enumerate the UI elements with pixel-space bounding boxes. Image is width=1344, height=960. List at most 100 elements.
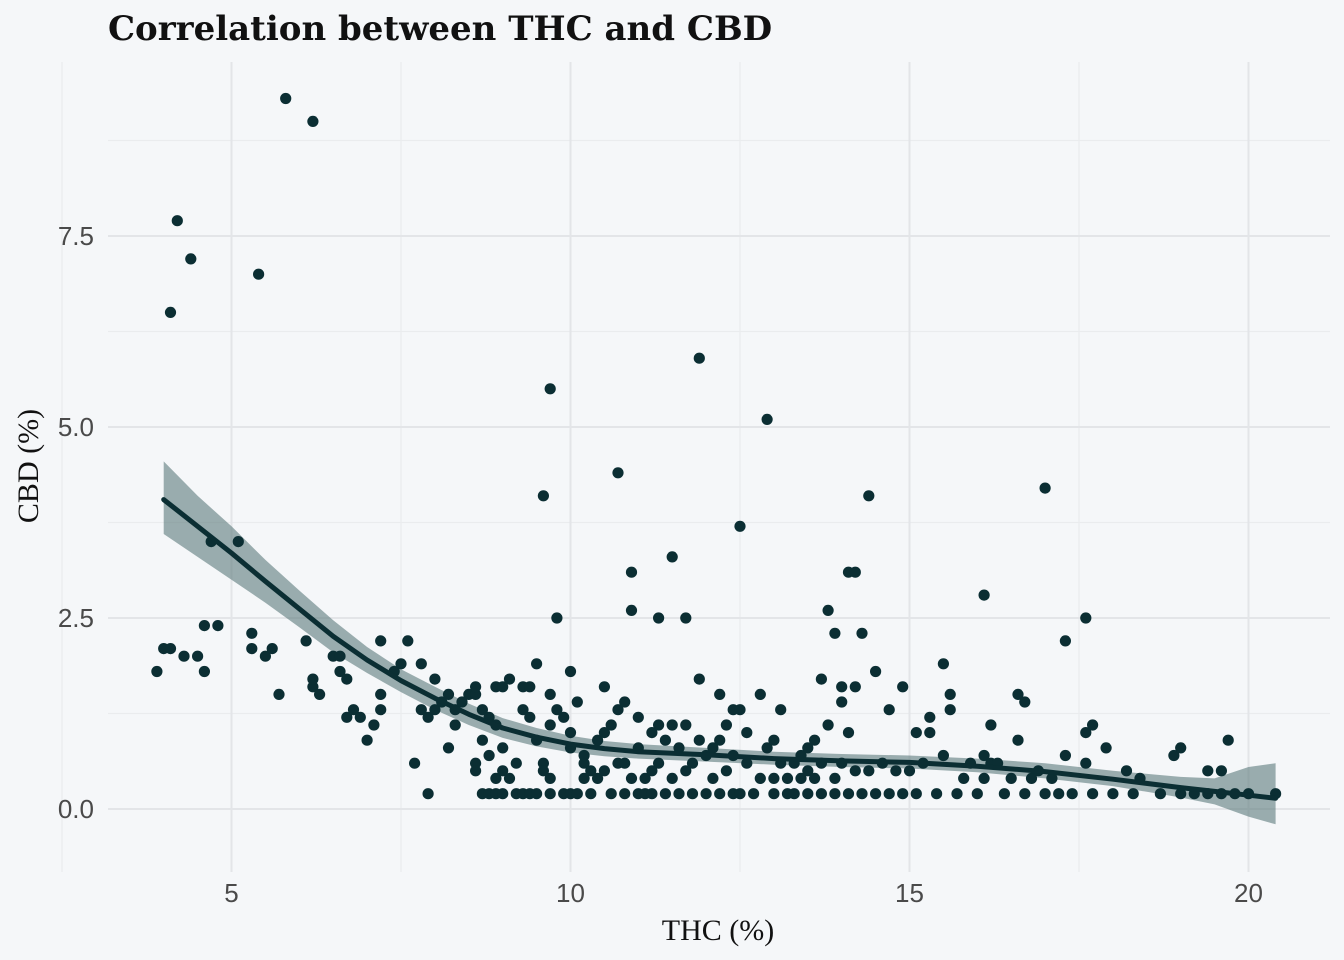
data-point: [707, 742, 719, 754]
data-point: [307, 673, 319, 685]
data-point: [598, 681, 611, 693]
data-point: [714, 788, 726, 800]
data-point: [734, 788, 746, 800]
data-point: [1202, 765, 1214, 777]
data-point: [578, 772, 590, 785]
data-point: [571, 696, 583, 708]
data-point: [842, 788, 855, 800]
data-point: [802, 742, 814, 754]
data-point: [666, 719, 678, 731]
data-point: [849, 566, 861, 578]
data-point: [341, 673, 353, 685]
data-point: [368, 719, 380, 731]
data-point: [937, 749, 950, 762]
data-point: [578, 757, 590, 769]
data-point: [1005, 772, 1017, 785]
data-point: [809, 772, 821, 785]
data-point: [429, 704, 441, 716]
data-point: [693, 673, 705, 685]
data-point: [503, 772, 516, 785]
data-point: [246, 643, 258, 655]
data-point: [748, 788, 760, 800]
data-point: [1053, 788, 1065, 800]
data-point: [883, 788, 895, 800]
data-point: [619, 696, 631, 708]
data-point: [212, 620, 224, 632]
data-point: [415, 704, 427, 716]
y-axis-label: CBD (%): [12, 409, 45, 523]
data-point: [720, 719, 733, 731]
data-point: [531, 788, 543, 800]
data-point: [1066, 788, 1078, 800]
x-axis-ticks: 5 10 15 20: [224, 878, 1263, 908]
data-point: [863, 490, 875, 502]
data-point: [720, 765, 733, 777]
x-axis-label: THC (%): [662, 914, 774, 947]
data-point: [1120, 765, 1133, 777]
data-point: [849, 681, 861, 693]
data-point: [259, 650, 271, 662]
data-point: [449, 719, 461, 731]
data-point: [605, 719, 617, 731]
data-point: [802, 788, 814, 800]
data-point: [951, 788, 963, 800]
data-point: [415, 658, 427, 670]
data-point: [1025, 772, 1038, 785]
data-point: [714, 734, 726, 746]
data-point: [653, 719, 665, 731]
data-point: [585, 765, 597, 777]
data-point: [680, 719, 692, 731]
data-point: [347, 704, 360, 716]
data-point: [598, 727, 611, 739]
data-point: [619, 757, 631, 769]
data-point: [341, 711, 353, 723]
data-point: [978, 589, 990, 601]
data-point: [1175, 742, 1187, 754]
data-point: [510, 757, 522, 769]
data-point: [354, 711, 366, 723]
data-point: [164, 643, 177, 655]
data-point: [503, 673, 516, 685]
data-point: [924, 711, 936, 723]
data-point: [897, 788, 909, 800]
x-tick-label: 10: [556, 878, 585, 908]
data-point: [558, 711, 570, 723]
data-point: [734, 704, 746, 716]
data-point: [375, 635, 387, 647]
data-point: [714, 688, 726, 701]
data-point: [564, 665, 577, 678]
data-point: [883, 704, 895, 716]
data-point: [659, 734, 672, 746]
data-point: [619, 788, 631, 800]
data-point: [829, 788, 841, 800]
data-point: [375, 688, 387, 701]
data-point: [470, 765, 482, 777]
data-point: [198, 665, 210, 678]
data-point: [673, 742, 685, 754]
y-tick-label: 0.0: [58, 794, 94, 824]
data-point: [564, 727, 577, 739]
data-point: [890, 765, 902, 777]
data-point: [761, 413, 773, 425]
data-point: [307, 681, 319, 693]
chart-title: Correlation between THC and CBD: [108, 9, 772, 49]
data-point: [544, 688, 556, 701]
data-point: [1059, 635, 1071, 647]
trend-line-path: [161, 497, 1279, 801]
data-point: [700, 788, 712, 800]
data-point: [931, 788, 943, 800]
data-point: [273, 688, 285, 701]
trend-line: [161, 497, 1279, 801]
data-point: [924, 727, 936, 739]
data-point: [178, 650, 190, 662]
data-point: [1039, 788, 1051, 800]
data-point: [537, 490, 550, 502]
data-point: [1046, 772, 1058, 785]
data-point: [903, 765, 916, 777]
data-point: [944, 704, 956, 716]
data-point: [680, 612, 692, 624]
data-point: [334, 650, 346, 662]
data-point: [544, 719, 556, 731]
x-tick-label: 15: [895, 878, 924, 908]
